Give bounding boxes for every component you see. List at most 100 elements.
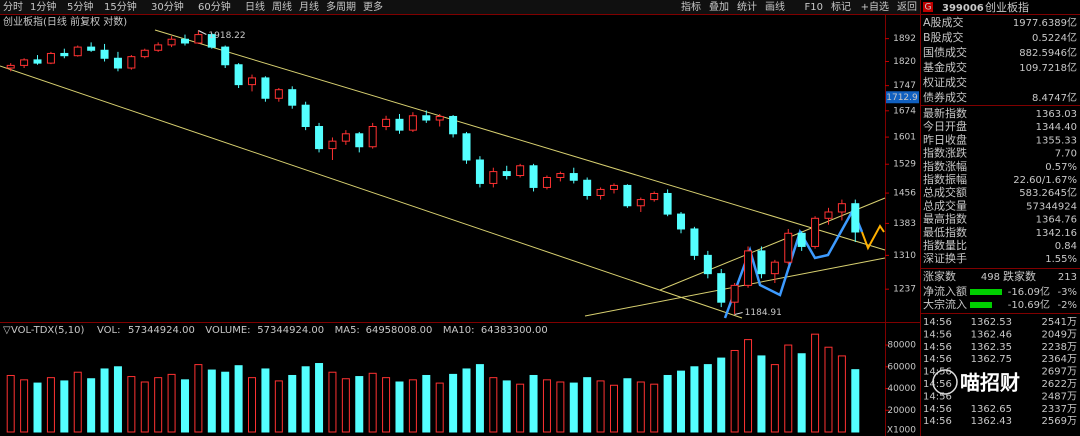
period-tab[interactable]: 更多 bbox=[363, 0, 383, 13]
candle-body bbox=[221, 46, 230, 66]
candle-body bbox=[744, 250, 753, 286]
period-tab[interactable]: 周线 bbox=[272, 0, 292, 13]
row-value: 1.55% bbox=[1045, 254, 1077, 265]
legend-value: 57344924.00 bbox=[257, 325, 324, 336]
tick-price: 1362.75 bbox=[971, 354, 1012, 365]
tick-volume: 2622万 bbox=[1042, 379, 1077, 390]
period-tab[interactable]: 月线 bbox=[299, 0, 319, 13]
chart-title: 创业板指(日线 前复权 对数) bbox=[3, 15, 127, 28]
indicator-title: VOL-TDX(5,10) bbox=[11, 325, 84, 336]
period-tab[interactable]: 日线 bbox=[245, 0, 265, 13]
period-tab[interactable]: 1分钟 bbox=[30, 0, 56, 13]
period-tab[interactable]: 15分钟 bbox=[104, 0, 137, 13]
volume-bar bbox=[73, 371, 82, 433]
volume-bar bbox=[542, 379, 551, 433]
flow-pct: -3% bbox=[1058, 287, 1077, 298]
y-tick-label: 20000 bbox=[887, 406, 916, 416]
tick-volume: 2541万 bbox=[1042, 317, 1077, 328]
volume-bar bbox=[677, 370, 686, 433]
tool-button[interactable]: 统计 bbox=[737, 0, 757, 13]
volume-bar bbox=[690, 366, 699, 433]
tool-button[interactable]: 指标 bbox=[681, 0, 701, 13]
volume-bar bbox=[207, 369, 216, 433]
candle-body bbox=[811, 217, 820, 247]
volume-bar bbox=[636, 381, 645, 433]
tick-price: 1362.43 bbox=[971, 416, 1012, 427]
volume-bar bbox=[851, 369, 860, 433]
candle-body bbox=[382, 118, 391, 128]
period-tab[interactable]: 60分钟 bbox=[198, 0, 231, 13]
candle-body bbox=[301, 104, 310, 128]
candle-body bbox=[837, 203, 846, 213]
y-tick-label: 1456 bbox=[893, 189, 916, 199]
price-marker bbox=[886, 91, 919, 104]
candle-body bbox=[113, 57, 122, 69]
volume-bar bbox=[288, 374, 297, 433]
candle-body bbox=[797, 232, 806, 247]
y-tick-label: 1529 bbox=[893, 160, 916, 170]
volume-bar bbox=[46, 377, 55, 433]
candle-body bbox=[408, 115, 417, 131]
tool-button[interactable]: F10 bbox=[805, 2, 823, 13]
candle-body bbox=[636, 199, 645, 207]
row-label: 昨日收盘 bbox=[923, 132, 967, 146]
row-label: 指数涨跌 bbox=[923, 146, 967, 160]
tool-button[interactable]: 画线 bbox=[765, 0, 785, 13]
candle-body bbox=[556, 173, 565, 178]
row-label: 总成交额 bbox=[923, 185, 967, 199]
flow-label: 净流入额 bbox=[923, 284, 967, 298]
volume-bar bbox=[315, 363, 324, 433]
volume-bar bbox=[87, 378, 96, 433]
candle-body bbox=[288, 89, 297, 106]
tool-button[interactable]: 标记 bbox=[831, 1, 851, 13]
flow-value: -16.09亿 bbox=[1008, 285, 1050, 298]
candle-body bbox=[167, 38, 176, 46]
row-value: 0.84 bbox=[1055, 241, 1077, 252]
period-tab[interactable]: 30分钟 bbox=[151, 0, 184, 13]
period-tab[interactable]: 5分钟 bbox=[67, 0, 93, 13]
period-tab[interactable]: 分时 bbox=[3, 1, 23, 13]
legend-name: MA5: bbox=[335, 325, 360, 336]
tick-price: 1362.46 bbox=[971, 329, 1012, 340]
volume-bar bbox=[127, 376, 136, 433]
volume-bar bbox=[248, 377, 257, 433]
tool-button[interactable]: 叠加 bbox=[709, 1, 729, 13]
volume-bar bbox=[811, 333, 820, 433]
row-label: 债券成交 bbox=[923, 90, 967, 104]
volume-bar bbox=[784, 344, 793, 433]
row-value: 22.60/1.67% bbox=[1013, 175, 1077, 186]
flow-value: -10.69亿 bbox=[1008, 298, 1050, 311]
volume-bar bbox=[261, 368, 270, 433]
breadth-value: 498 bbox=[981, 272, 1000, 283]
tool-button[interactable]: +自选 bbox=[861, 0, 889, 13]
row-label: 最高指数 bbox=[923, 212, 967, 226]
volume-bar bbox=[328, 371, 337, 433]
period-tab[interactable]: 多周期 bbox=[326, 0, 356, 13]
price-marker-label: 1712.9 bbox=[886, 93, 918, 103]
badge: G bbox=[925, 3, 932, 13]
tick-time: 14:56 bbox=[923, 404, 952, 415]
volume-bar bbox=[422, 374, 431, 433]
candle-body bbox=[140, 49, 149, 58]
tick-price: 1362.65 bbox=[971, 404, 1012, 415]
volume-bar bbox=[167, 373, 176, 433]
volume-bar bbox=[100, 368, 109, 433]
volume-bar bbox=[154, 377, 163, 433]
candle-body bbox=[784, 232, 793, 263]
row-value: 109.7218亿 bbox=[1019, 61, 1077, 74]
volume-bar bbox=[529, 374, 538, 433]
volume-bar bbox=[408, 379, 417, 433]
wave-drawing bbox=[723, 207, 864, 319]
candle-body bbox=[20, 59, 29, 66]
row-value: 0.5224亿 bbox=[1032, 31, 1077, 44]
y-tick-label: 1601 bbox=[893, 133, 916, 143]
candle-body bbox=[315, 126, 324, 150]
volume-bar bbox=[462, 368, 471, 433]
breadth-label: 涨家数 bbox=[923, 269, 956, 283]
row-value: 1363.03 bbox=[1036, 109, 1077, 120]
index-code: 399006 bbox=[942, 3, 984, 14]
tool-button[interactable]: 返回 bbox=[897, 1, 917, 13]
candle-body bbox=[663, 192, 672, 215]
candle-body bbox=[770, 261, 779, 275]
breadth-label: 跌家数 bbox=[1003, 269, 1036, 283]
